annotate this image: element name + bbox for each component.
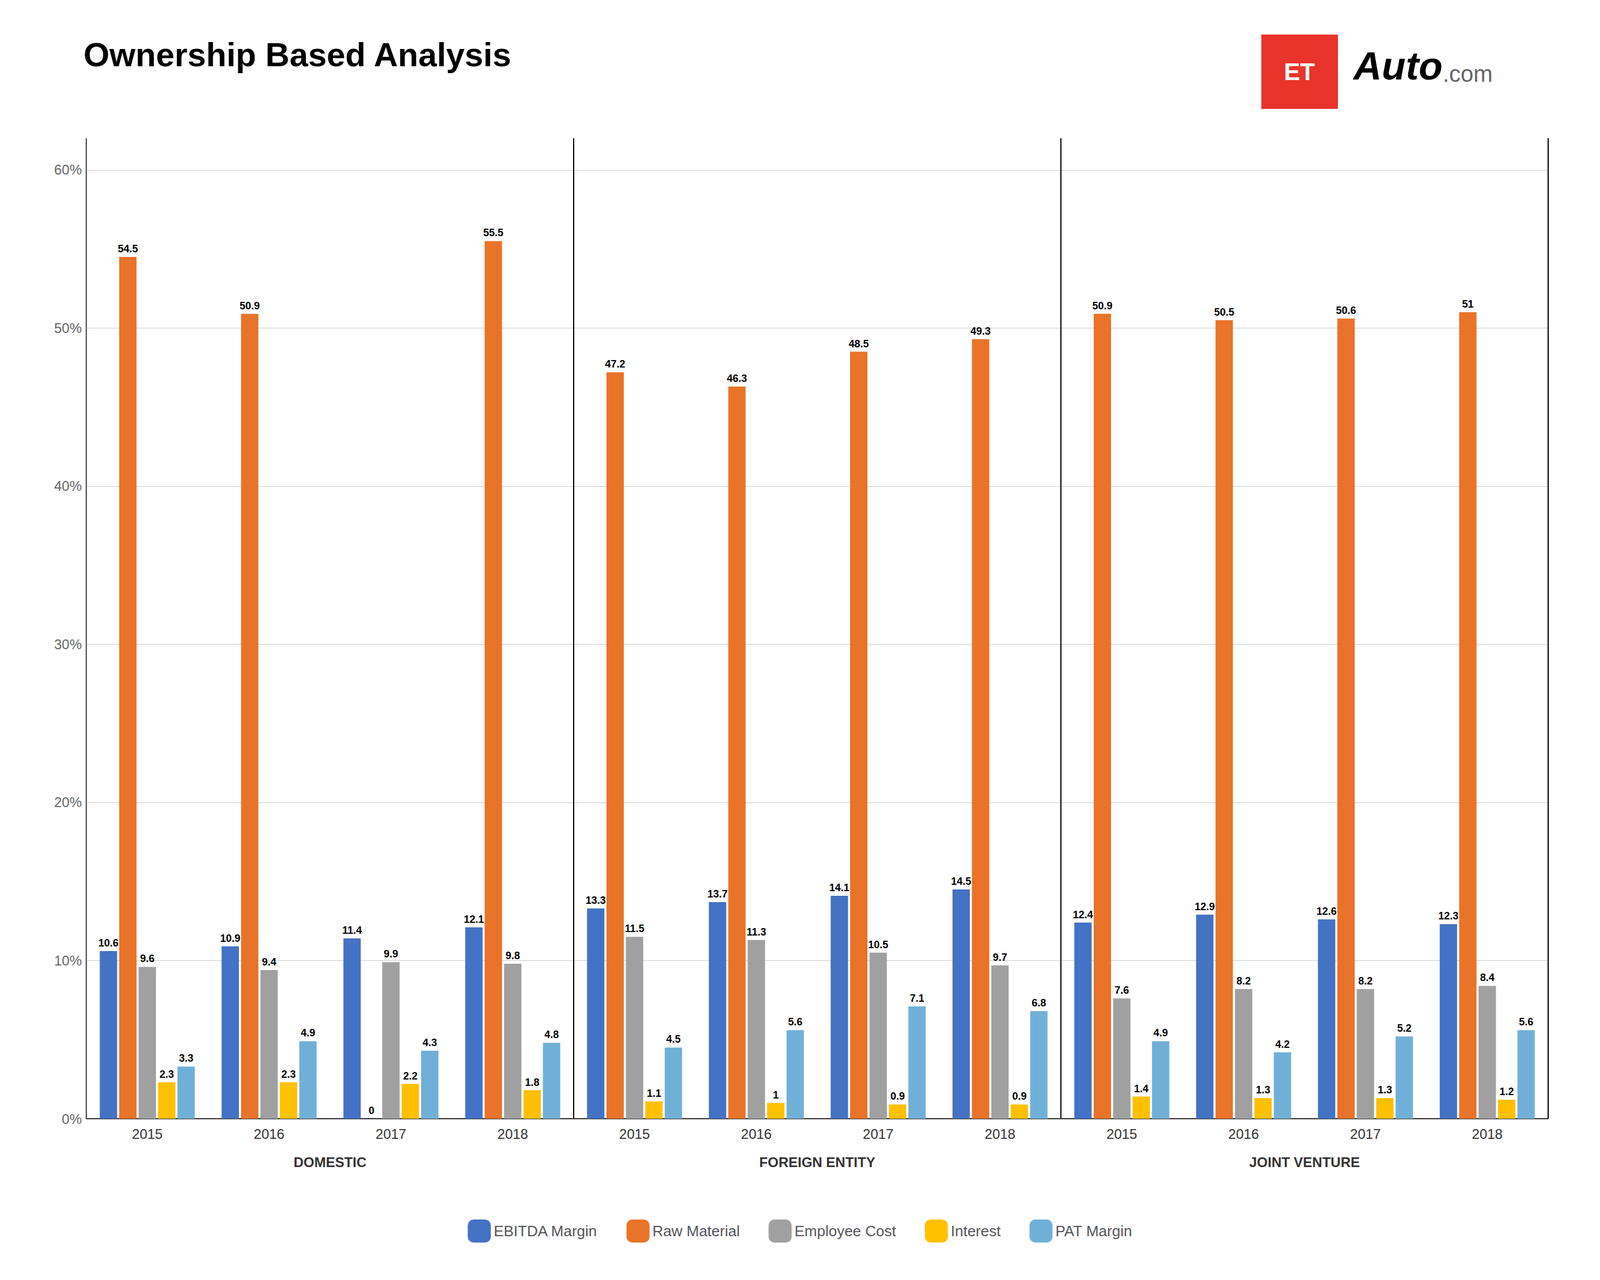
- svg-text:46.3: 46.3: [726, 372, 748, 385]
- svg-text:2015: 2015: [1106, 1125, 1137, 1142]
- svg-text:10%: 10%: [54, 952, 82, 969]
- svg-text:2017: 2017: [375, 1125, 407, 1142]
- svg-text:12.4: 12.4: [1073, 908, 1094, 921]
- svg-text:2017: 2017: [1350, 1125, 1381, 1142]
- svg-text:FOREIGN ENTITY: FOREIGN ENTITY: [759, 1154, 875, 1170]
- svg-text:5.6: 5.6: [787, 1015, 803, 1028]
- svg-text:ET: ET: [1283, 58, 1315, 86]
- svg-text:0.9: 0.9: [890, 1090, 905, 1102]
- svg-text:10.9: 10.9: [220, 932, 241, 944]
- svg-text:11.5: 11.5: [624, 922, 645, 935]
- svg-text:11.4: 11.4: [342, 924, 362, 936]
- svg-text:Raw Material: Raw Material: [652, 1222, 741, 1240]
- svg-text:Interest: Interest: [950, 1222, 1002, 1240]
- svg-text:9.7: 9.7: [992, 951, 1008, 963]
- svg-text:6.8: 6.8: [1031, 996, 1046, 1009]
- svg-text:DOMESTIC: DOMESTIC: [293, 1154, 367, 1170]
- svg-text:Employee Cost: Employee Cost: [794, 1222, 897, 1240]
- svg-text:7.1: 7.1: [910, 992, 925, 1004]
- svg-text:9.4: 9.4: [262, 956, 277, 968]
- svg-text:2016: 2016: [253, 1125, 285, 1142]
- svg-text:2018: 2018: [984, 1125, 1016, 1142]
- svg-text:.com: .com: [1442, 61, 1493, 87]
- svg-text:10.6: 10.6: [98, 937, 119, 949]
- svg-text:4.9: 4.9: [300, 1026, 316, 1039]
- svg-text:EBITDA Margin: EBITDA Margin: [493, 1222, 597, 1240]
- svg-text:Auto: Auto: [1352, 43, 1443, 88]
- svg-text:11.3: 11.3: [746, 926, 767, 938]
- svg-text:2017: 2017: [862, 1125, 894, 1142]
- svg-text:PAT Margin: PAT Margin: [1055, 1222, 1132, 1240]
- svg-text:5.2: 5.2: [1397, 1022, 1412, 1034]
- svg-text:2018: 2018: [497, 1125, 529, 1142]
- svg-text:2016: 2016: [741, 1125, 772, 1142]
- svg-text:JOINT VENTURE: JOINT VENTURE: [1249, 1154, 1360, 1170]
- svg-text:50.9: 50.9: [239, 300, 260, 312]
- svg-text:49.3: 49.3: [970, 325, 991, 337]
- svg-text:55.5: 55.5: [483, 226, 504, 239]
- svg-text:13.3: 13.3: [585, 894, 606, 906]
- svg-text:20%: 20%: [54, 794, 82, 810]
- svg-text:2018: 2018: [1472, 1125, 1503, 1142]
- svg-text:50.9: 50.9: [1092, 300, 1113, 312]
- svg-text:1.3: 1.3: [1255, 1083, 1270, 1096]
- svg-text:40%: 40%: [54, 478, 82, 494]
- svg-text:12.9: 12.9: [1194, 900, 1215, 913]
- svg-text:2015: 2015: [131, 1125, 163, 1142]
- svg-text:12.3: 12.3: [1438, 910, 1459, 922]
- svg-text:0%: 0%: [61, 1111, 82, 1127]
- svg-text:48.5: 48.5: [848, 338, 870, 350]
- svg-text:0: 0: [368, 1104, 375, 1117]
- svg-text:4.8: 4.8: [544, 1028, 559, 1041]
- svg-text:7.6: 7.6: [1114, 984, 1129, 996]
- svg-text:8.2: 8.2: [1236, 975, 1251, 987]
- svg-text:2.3: 2.3: [159, 1068, 174, 1080]
- svg-text:1: 1: [772, 1089, 779, 1101]
- svg-text:54.5: 54.5: [118, 243, 139, 255]
- svg-text:30%: 30%: [54, 636, 82, 652]
- svg-text:1.1: 1.1: [646, 1087, 662, 1099]
- svg-text:13.7: 13.7: [707, 888, 728, 900]
- svg-text:8.2: 8.2: [1358, 975, 1373, 987]
- svg-text:12.1: 12.1: [463, 913, 484, 925]
- svg-text:3.3: 3.3: [179, 1052, 194, 1064]
- svg-text:60%: 60%: [54, 161, 82, 178]
- svg-text:50%: 50%: [54, 320, 82, 336]
- svg-text:1.4: 1.4: [1134, 1082, 1149, 1095]
- svg-text:50.6: 50.6: [1336, 304, 1357, 317]
- svg-text:12.6: 12.6: [1316, 905, 1337, 917]
- svg-text:10.5: 10.5: [867, 938, 889, 951]
- svg-text:2.2: 2.2: [403, 1070, 418, 1082]
- svg-text:50.5: 50.5: [1214, 306, 1235, 318]
- svg-text:14.1: 14.1: [829, 881, 850, 894]
- svg-text:4.5: 4.5: [666, 1033, 681, 1045]
- svg-text:9.9: 9.9: [383, 948, 398, 960]
- svg-text:8.4: 8.4: [1480, 971, 1495, 984]
- svg-text:1.3: 1.3: [1377, 1083, 1393, 1096]
- svg-text:Ownership Based Analysis: Ownership Based Analysis: [83, 35, 511, 74]
- svg-text:4.9: 4.9: [1153, 1026, 1169, 1039]
- svg-text:47.2: 47.2: [605, 358, 626, 370]
- svg-text:2015: 2015: [619, 1125, 650, 1142]
- svg-text:2016: 2016: [1228, 1125, 1260, 1142]
- svg-text:4.3: 4.3: [422, 1036, 438, 1049]
- svg-text:1.8: 1.8: [524, 1076, 540, 1088]
- svg-text:9.8: 9.8: [505, 949, 521, 962]
- svg-text:2.3: 2.3: [281, 1068, 296, 1080]
- svg-text:5.6: 5.6: [1518, 1015, 1534, 1028]
- svg-text:9.6: 9.6: [139, 952, 155, 965]
- svg-text:1.2: 1.2: [1499, 1085, 1514, 1098]
- svg-text:51: 51: [1462, 298, 1474, 310]
- svg-text:4.2: 4.2: [1275, 1038, 1290, 1050]
- svg-text:14.5: 14.5: [950, 875, 972, 887]
- svg-text:0.9: 0.9: [1011, 1090, 1027, 1102]
